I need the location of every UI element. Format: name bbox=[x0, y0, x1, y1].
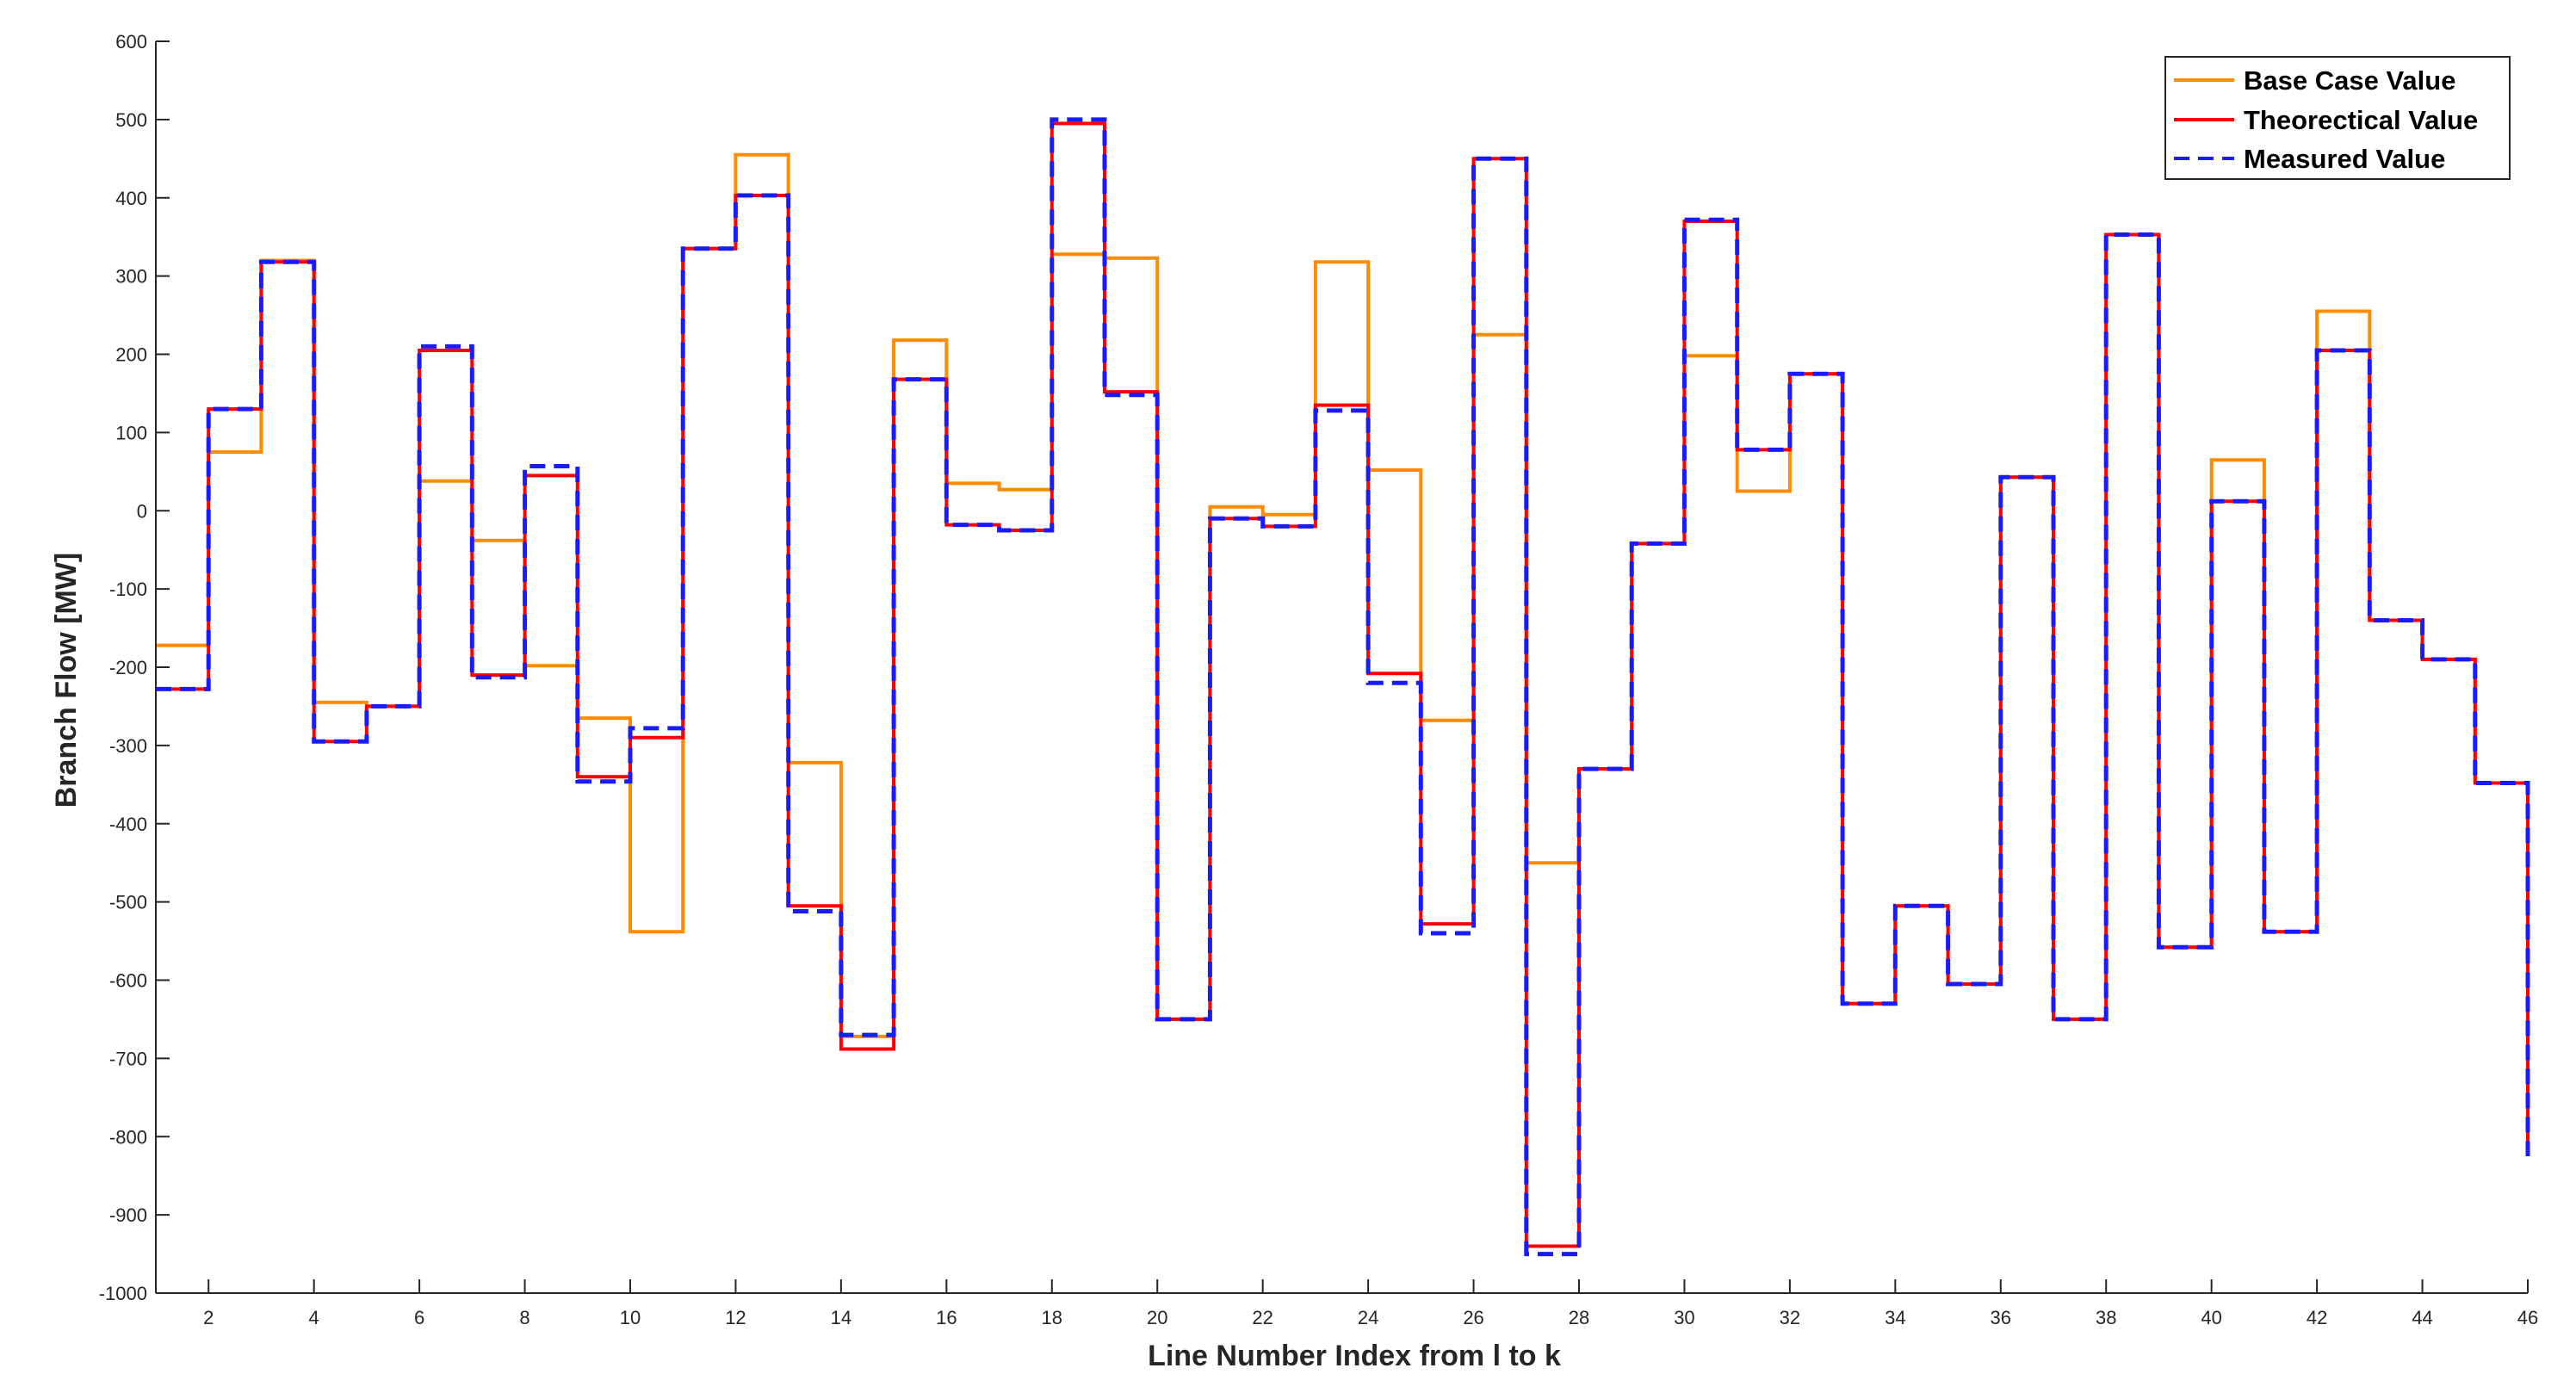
x-tick-label: 12 bbox=[725, 1307, 746, 1328]
x-tick-label: 32 bbox=[1780, 1307, 1800, 1328]
x-tick-label: 2 bbox=[203, 1307, 214, 1328]
y-tick-label: 400 bbox=[115, 188, 147, 209]
x-tick-label: 16 bbox=[936, 1307, 957, 1328]
x-tick-label: 22 bbox=[1252, 1307, 1273, 1328]
x-tick-label: 4 bbox=[309, 1307, 319, 1328]
x-tick-label: 20 bbox=[1147, 1307, 1167, 1328]
y-tick-label: -500 bbox=[109, 892, 147, 913]
x-tick-label: 44 bbox=[2412, 1307, 2432, 1328]
y-tick-label: -600 bbox=[109, 970, 147, 992]
x-tick-label: 6 bbox=[414, 1307, 424, 1328]
x-tick-label: 24 bbox=[1358, 1307, 1378, 1328]
x-tick-label: 34 bbox=[1885, 1307, 1905, 1328]
legend-label-base-case: Base Case Value bbox=[2244, 65, 2455, 96]
series-layer bbox=[156, 117, 2530, 1257]
y-tick-label: -400 bbox=[109, 814, 147, 835]
y-tick-label: 300 bbox=[115, 266, 147, 288]
y-tick-label: 600 bbox=[115, 31, 147, 53]
legend-label-theoretical: Theorectical Value bbox=[2244, 105, 2478, 135]
x-tick-label: 28 bbox=[1569, 1307, 1589, 1328]
axes-layer: 600 500 400 300 200 100 0 -100 -200 -300 -400 -500 -… bbox=[99, 31, 2539, 1328]
x-tick-label: 8 bbox=[519, 1307, 529, 1328]
x-tick-label: 40 bbox=[2201, 1307, 2221, 1328]
y-tick-label: -100 bbox=[109, 579, 147, 600]
y-tick-label: 0 bbox=[137, 500, 147, 522]
y-tick-label: -300 bbox=[109, 735, 147, 757]
x-tick-label: 30 bbox=[1674, 1307, 1694, 1328]
x-tick-label: 38 bbox=[2096, 1307, 2116, 1328]
y-tick-label: 100 bbox=[115, 422, 147, 443]
x-tick-label: 36 bbox=[1991, 1307, 2011, 1328]
y-tick-label: -900 bbox=[109, 1204, 147, 1226]
y-tick-label: -1000 bbox=[99, 1283, 147, 1304]
series-line-measured bbox=[156, 117, 2530, 1257]
plot-area: 600 500 400 300 200 100 0 -100 -200 -300 -400 -500 -… bbox=[99, 31, 2539, 1328]
x-tick-label: 46 bbox=[2517, 1307, 2538, 1328]
series-line-base-case bbox=[156, 152, 2530, 1156]
legend-label-measured: Measured Value bbox=[2244, 144, 2445, 174]
y-tick-label: -700 bbox=[109, 1048, 147, 1069]
y-axis-label: Branch Flow [MW] bbox=[50, 553, 83, 808]
x-axis-label: Line Number Index from l to k bbox=[1148, 1340, 1561, 1372]
x-tick-label: 42 bbox=[2307, 1307, 2327, 1328]
y-tick-label: 200 bbox=[115, 344, 147, 366]
x-tick-label: 18 bbox=[1042, 1307, 1062, 1328]
series-line-theoretical bbox=[156, 121, 2530, 1248]
y-tick-label: -800 bbox=[109, 1126, 147, 1148]
x-tick-label: 26 bbox=[1463, 1307, 1483, 1328]
x-tick-label: 14 bbox=[831, 1307, 851, 1328]
legend: Base Case Value Theorectical Value Measu… bbox=[2164, 56, 2511, 180]
x-tick-label: 10 bbox=[620, 1307, 641, 1328]
y-tick-label: -200 bbox=[109, 657, 147, 678]
y-tick-label: 500 bbox=[115, 109, 147, 131]
